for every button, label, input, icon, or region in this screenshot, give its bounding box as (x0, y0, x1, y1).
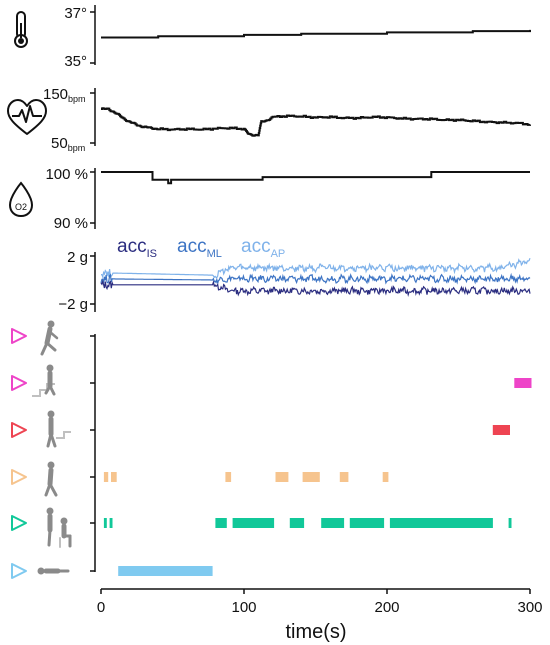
activity-bar-walking (111, 472, 117, 482)
stairs-up-icon (32, 364, 56, 397)
row-marker-stairs-up (11, 375, 27, 391)
activity-bar-walking (225, 472, 232, 482)
activity-bar-sitting-standing (508, 518, 512, 528)
row-marker-sitting-standing (11, 515, 27, 531)
ytick-label-top: 37° (64, 5, 87, 22)
ytick-label-top: 2 g (67, 249, 88, 266)
legend-acc-ml: accML (177, 236, 222, 260)
acc-line-accIS (100, 279, 531, 298)
panel-oxygen: O2 100 % 90 % (8, 166, 530, 232)
sit-stand-icon (46, 507, 72, 548)
row-marker-running (11, 328, 27, 344)
activity-bar-sitting-standing (103, 518, 107, 528)
ytick-label-bottom: −2 g (58, 296, 88, 313)
activity-bar-stairs-down (492, 425, 510, 435)
panel-activities: 0 100 200 300 time(s) (90, 334, 543, 643)
series-line-2-0 (101, 171, 530, 185)
panel-heart-rate: 150bpm 50bpm (7, 86, 531, 153)
x-tick-label: 0 (97, 599, 105, 616)
lying-person-icon (37, 567, 70, 575)
activity-bar-walking (302, 472, 320, 482)
activity-bar-sitting-standing (349, 518, 385, 528)
activity-bar-sitting-standing (215, 518, 227, 528)
activity-bar-sitting-standing (321, 518, 345, 528)
legend-acc-ap: accAP (241, 236, 285, 260)
activity-bar-sitting-standing (109, 518, 113, 528)
series-line-0-0 (101, 29, 531, 39)
activity-bar-sitting-standing (389, 518, 493, 528)
ytick-label-top: 150bpm (43, 86, 86, 104)
x-tick-label: 300 (517, 599, 542, 616)
row-marker-stairs-down (11, 422, 27, 438)
acc-line-accML (100, 272, 531, 285)
stairs-down-icon (46, 410, 71, 448)
activity-bar-sitting-standing (232, 518, 275, 528)
activity-bar-walking (339, 472, 349, 482)
row-marker-lying (11, 563, 27, 579)
x-tick-label: 100 (231, 599, 256, 616)
activity-bar-walking (103, 472, 109, 482)
activity-bar-stairs-up (514, 378, 532, 388)
ytick-label-bottom: 50bpm (51, 135, 85, 153)
activity-icons (32, 320, 72, 575)
ytick-label-bottom: 35° (64, 53, 87, 70)
x-axis-label: time(s) (285, 621, 346, 643)
walking-person-icon (44, 461, 58, 497)
activity-bar-lying (118, 566, 213, 576)
activity-bar-walking (382, 472, 389, 482)
acc-line-accAP (100, 257, 531, 279)
legend-acc-is: accIS (117, 236, 157, 260)
heart-rate-icon (7, 99, 47, 135)
oxygen-drop-icon: O2 (8, 181, 34, 218)
ytick-label-top: 100 % (45, 166, 88, 183)
ytick-label-bottom: 90 % (54, 215, 88, 232)
x-tick-label: 200 (374, 599, 399, 616)
thermometer-icon (14, 11, 28, 48)
panel-temperature: 37° 35° (14, 5, 531, 70)
panel-acceleration: accIS accML accAP 2 g −2 g (58, 236, 531, 313)
series-line-1-0 (101, 107, 531, 137)
row-marker-walking (11, 469, 27, 485)
o2-label: O2 (15, 202, 27, 212)
running-person-icon (40, 320, 59, 356)
activity-bar-sitting-standing (289, 518, 305, 528)
activity-bar-walking (275, 472, 289, 482)
